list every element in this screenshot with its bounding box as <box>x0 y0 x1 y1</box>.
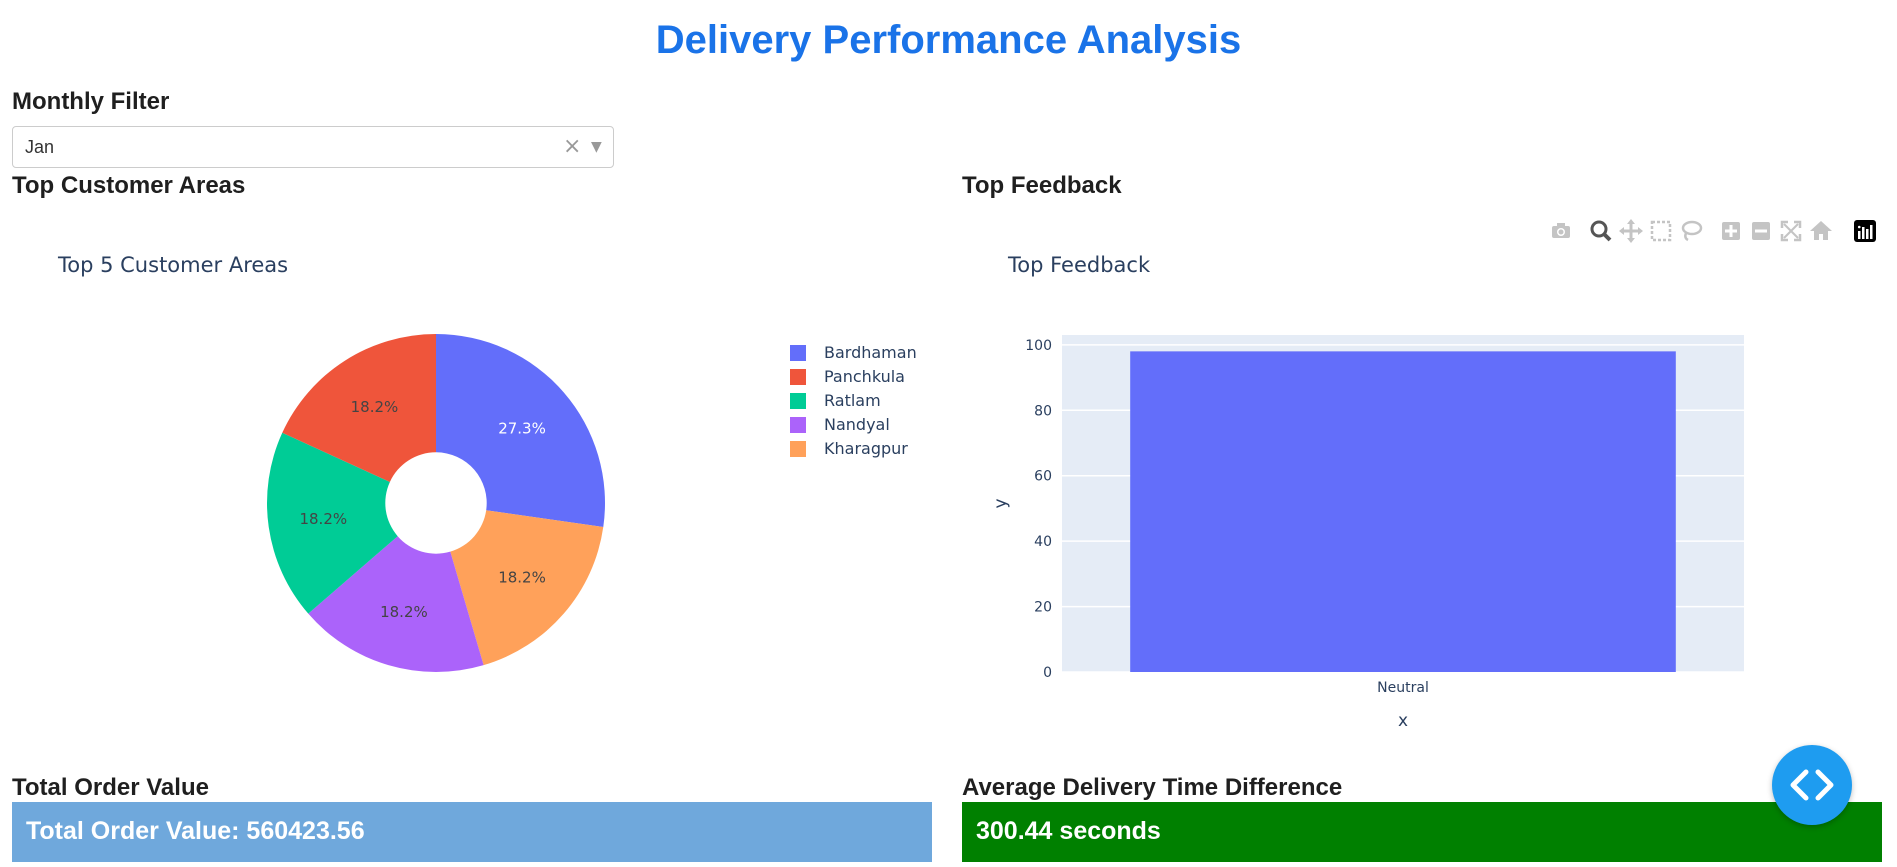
y-tick-label: 20 <box>1034 600 1052 616</box>
legend-swatch <box>790 393 806 409</box>
legend-label: Ratlam <box>824 391 881 410</box>
y-tick-label: 0 <box>1043 665 1052 681</box>
total-order-value-card: Total Order Value: 560423.56 <box>12 802 932 862</box>
pie-chart-title: Top 5 Customer Areas <box>58 253 289 277</box>
reset-axes-icon[interactable] <box>1808 218 1834 244</box>
camera-icon[interactable] <box>1548 218 1574 244</box>
page-title: Delivery Performance Analysis <box>655 18 1242 62</box>
total-order-value-text: Total Order Value: 560423.56 <box>26 817 365 845</box>
pie-slice-ratlam[interactable] <box>267 432 398 614</box>
customer-areas-heading: Top Customer Areas <box>12 172 246 199</box>
pie-slice-nandyal[interactable] <box>308 536 484 673</box>
pie-slice-kharagpur[interactable] <box>450 510 604 666</box>
pan-icon[interactable] <box>1618 218 1644 244</box>
legend-swatch <box>790 441 806 457</box>
chevron-down-icon[interactable]: ▼ <box>591 139 602 155</box>
y-tick-label: 100 <box>1025 338 1052 354</box>
bar-neutral[interactable] <box>1130 351 1676 672</box>
bar-chart: 0 20 40 60 80 100 Neutral x y <box>991 335 1744 731</box>
legend-swatch <box>790 417 806 433</box>
clear-icon[interactable]: × <box>563 134 582 159</box>
pie-chart: 27.3% 18.2% 18.2% 18.2% 18.2% <box>267 334 605 673</box>
legend-label: Kharagpur <box>824 439 908 458</box>
y-tick-label: 80 <box>1034 403 1052 419</box>
total-order-heading: Total Order Value <box>12 774 209 801</box>
legend-label: Bardhaman <box>824 343 917 362</box>
plotly-logo-icon[interactable] <box>1852 218 1878 244</box>
pie-slice-panchkula[interactable] <box>282 334 436 482</box>
code-brackets-icon <box>1790 769 1834 801</box>
y-tick-label: 40 <box>1034 534 1052 550</box>
legend-label: Panchkula <box>824 367 905 386</box>
pie-label-kharagpur: 18.2% <box>498 569 546 587</box>
feedback-heading: Top Feedback <box>962 172 1122 199</box>
y-axis-label: y <box>991 498 1011 508</box>
legend-label: Nandyal <box>824 415 890 434</box>
zoom-in-icon[interactable] <box>1718 218 1744 244</box>
bar-chart-title: Top Feedback <box>1008 253 1151 277</box>
x-tick-label: Neutral <box>1377 680 1429 696</box>
pie-label-panchkula: 18.2% <box>351 398 399 416</box>
code-toggle-button[interactable] <box>1772 745 1852 825</box>
chart-modebar <box>1548 218 1878 244</box>
pie-slice-bardhaman[interactable] <box>436 334 605 528</box>
pie-label-ratlam: 18.2% <box>299 510 347 528</box>
zoom-icon[interactable] <box>1588 218 1614 244</box>
zoom-out-icon[interactable] <box>1748 218 1774 244</box>
pie-label-nandyal: 18.2% <box>380 603 428 621</box>
dropdown-selected-value: Jan <box>25 137 55 157</box>
x-axis-label: x <box>1398 711 1408 731</box>
box-select-icon[interactable] <box>1648 218 1674 244</box>
y-tick-label: 60 <box>1034 469 1052 485</box>
avg-delivery-heading: Average Delivery Time Difference <box>962 774 1343 801</box>
filter-label: Monthly Filter <box>12 88 170 115</box>
pie-label-bardhaman: 27.3% <box>498 419 546 437</box>
autoscale-icon[interactable] <box>1778 218 1804 244</box>
avg-delivery-time-text: 300.44 seconds <box>976 817 1161 845</box>
legend-swatch <box>790 345 806 361</box>
legend-swatch <box>790 369 806 385</box>
avg-delivery-time-card: 300.44 seconds <box>962 802 1882 862</box>
month-dropdown[interactable]: Jan × ▼ <box>12 126 614 168</box>
lasso-select-icon[interactable] <box>1678 218 1704 244</box>
